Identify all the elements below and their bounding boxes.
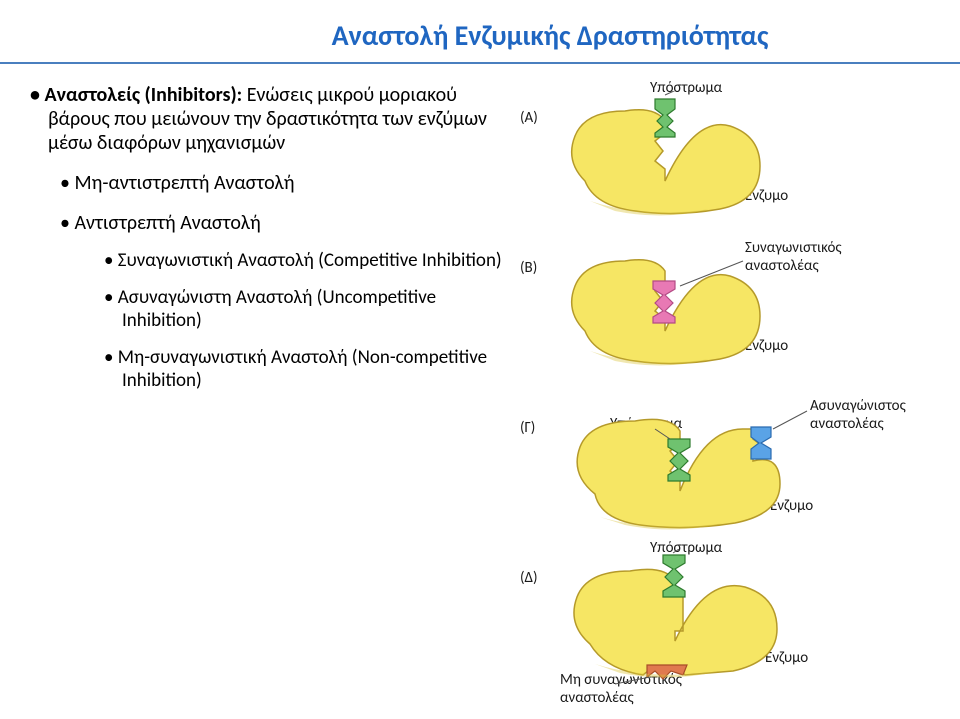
bullet-noncompetitive: Μη-συναγωνιστική Αναστολή (Non-competiti…	[104, 346, 510, 392]
panel-C-svg	[555, 399, 895, 549]
text-column: Αναστολείς (Inhibitors): Ενώσεις μικρού …	[0, 79, 520, 402]
diagram-column: (A) Υπόστρωμα Ένζυμο (B) Συναγωνιστικός …	[520, 79, 960, 402]
bullet-reversible: Αντιστρεπτή Αναστολή	[60, 211, 510, 235]
panel-A-svg	[555, 91, 855, 231]
title-text: Αναστολή Ενζυμικής Δραστηριότητας	[332, 18, 769, 53]
panel-D-tag: (Δ)	[520, 569, 538, 587]
bullet-uncompetitive: Ασυναγώνιστη Αναστολή (Uncompetitive Inh…	[104, 286, 510, 332]
panel-B-svg	[555, 241, 855, 381]
intro-bold: Αναστολείς (Inhibitors):	[44, 83, 242, 107]
panel-B-tag: (B)	[520, 259, 537, 277]
panel-A-tag: (A)	[520, 109, 538, 127]
panel-D-svg	[555, 549, 875, 719]
bullet-competitive: Συναγωνιστική Αναστολή (Competitive Inhi…	[104, 249, 510, 272]
page-title: Αναστολή Ενζυμικής Δραστηριότητας	[0, 0, 960, 61]
panel-C-tag: (Γ)	[520, 419, 535, 437]
title-underline	[0, 62, 960, 64]
intro-bullet: Αναστολείς (Inhibitors): Ενώσεις μικρού …	[30, 83, 510, 155]
content-row: Αναστολείς (Inhibitors): Ενώσεις μικρού …	[0, 61, 960, 402]
bullet-irreversible: Μη-αντιστρεπτή Αναστολή	[60, 171, 510, 195]
